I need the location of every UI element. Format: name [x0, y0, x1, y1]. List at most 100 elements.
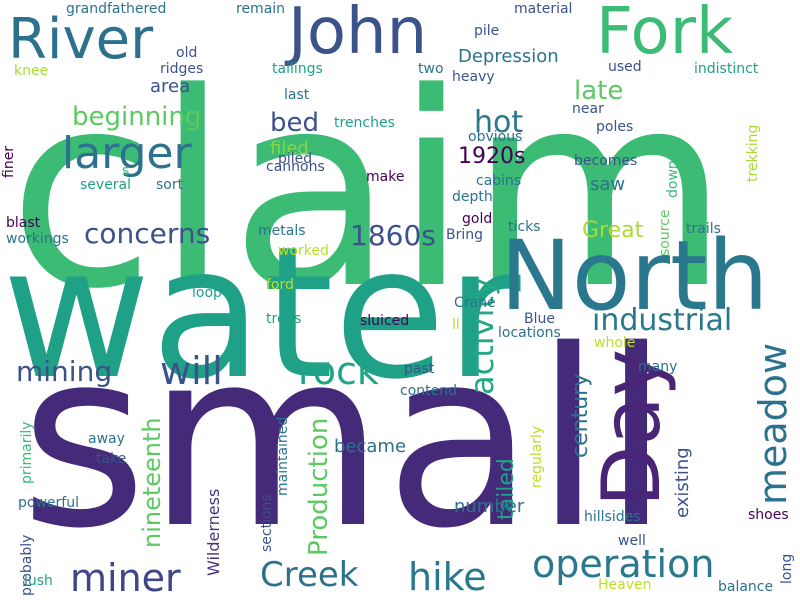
cloud-word: worked: [278, 243, 329, 259]
cloud-word: contend: [400, 383, 457, 399]
cloud-word: indistinct: [694, 61, 759, 77]
cloud-word: pile: [474, 23, 500, 39]
cloud-word: miner: [70, 556, 181, 600]
cloud-word: claim: [8, 36, 730, 348]
cloud-word: cabins: [476, 173, 522, 189]
cloud-word: trails: [686, 221, 721, 237]
cloud-word: piled: [278, 151, 313, 167]
cloud-word: rock: [298, 349, 379, 393]
cloud-word: North: [500, 220, 769, 332]
cloud-word: ll: [452, 317, 460, 333]
cloud-word: source: [657, 209, 673, 257]
cloud-word: concerns: [84, 217, 211, 250]
cloud-word: 1920s: [458, 144, 526, 169]
cloud-word: remain: [236, 1, 286, 17]
cloud-word: 1860s: [350, 219, 436, 252]
cloud-word: locations: [498, 325, 561, 341]
cloud-word: Production: [304, 417, 334, 556]
cloud-word: many: [638, 359, 678, 375]
cloud-word: maintained: [275, 416, 291, 496]
cloud-word: Crane: [454, 295, 496, 311]
cloud-word: became: [334, 436, 407, 457]
cloud-word: hot: [474, 105, 524, 140]
cloud-word: shoes: [748, 507, 789, 523]
cloud-word: becomes: [574, 153, 638, 169]
cloud-word: whole: [594, 335, 636, 351]
cloud-word: Fork: [596, 0, 734, 69]
cloud-word: Great: [582, 218, 644, 243]
cloud-word: existing: [672, 447, 693, 518]
cloud-word: gold: [462, 211, 493, 227]
cloud-word: last: [284, 87, 310, 103]
cloud-word: beginning: [72, 102, 202, 132]
cloud-word: old: [176, 45, 198, 61]
cloud-word: century: [568, 373, 593, 458]
cloud-word: ford: [266, 277, 294, 293]
cloud-word: small: [20, 298, 670, 582]
cloud-word: larger: [62, 128, 192, 179]
cloud-word: depth: [452, 189, 493, 205]
cloud-word: Creek: [260, 555, 359, 595]
cloud-word: powerful: [18, 495, 79, 511]
cloud-word: cannons: [266, 159, 325, 175]
cloud-word: long: [779, 553, 795, 584]
cloud-word: workings: [6, 231, 69, 247]
cloud-word: Heaven: [598, 577, 652, 593]
cloud-word: trees: [266, 311, 302, 327]
cloud-word: water: [2, 207, 521, 419]
cloud-word: two: [418, 61, 444, 77]
cloud-word: mining: [16, 355, 113, 388]
cloud-word: nineteenth: [138, 417, 166, 548]
cloud-word: Blue: [524, 311, 555, 327]
cloud-word: will: [160, 349, 223, 393]
cloud-word: saw: [590, 174, 626, 195]
cloud-word: balance: [718, 579, 774, 595]
cloud-word: metals: [258, 223, 306, 239]
cloud-word: past: [404, 361, 435, 377]
cloud-word: trenches: [334, 115, 395, 131]
cloud-word: sort: [156, 177, 184, 193]
cloud-word: finer: [1, 145, 17, 178]
cloud-word: Depression: [458, 46, 559, 67]
cloud-word: downed: [665, 142, 681, 198]
cloud-word: tailings: [272, 61, 323, 77]
cloud-word: primarily: [19, 421, 35, 484]
cloud-word: hike: [408, 555, 487, 599]
cloud-word: Wilderness: [204, 488, 223, 576]
cloud-word: poles: [596, 119, 634, 135]
cloud-word: knee: [14, 63, 49, 79]
cloud-word: obvious: [468, 129, 523, 145]
cloud-word: loop: [192, 285, 222, 301]
cloud-word: area: [150, 76, 191, 97]
cloud-word: take: [96, 451, 127, 467]
cloud-word: grandfathered: [66, 1, 167, 17]
cloud-word: regularly: [529, 425, 545, 488]
cloud-word: operation: [532, 542, 715, 586]
cloud-word: make: [366, 169, 405, 185]
cloud-word: Bring: [446, 227, 484, 243]
cloud-word: industrial: [592, 303, 733, 338]
cloud-word: away: [88, 431, 125, 447]
cloud-word: several: [80, 177, 132, 193]
cloud-word: filed: [270, 138, 309, 159]
cloud-word: near: [572, 101, 604, 117]
cloud-word: meadow: [751, 342, 795, 505]
cloud-word: ticks: [508, 219, 541, 235]
cloud-word: ridges: [160, 61, 204, 77]
cloud-word: used: [608, 59, 642, 75]
cloud-word: John: [288, 0, 428, 69]
cloud-word: heavy: [452, 69, 495, 85]
cloud-word: bed: [270, 108, 320, 138]
cloud-word: sluiced: [360, 313, 410, 329]
cloud-word: sections: [259, 494, 275, 552]
cloud-word: s: [122, 163, 130, 179]
cloud-word: well: [618, 533, 646, 549]
cloud-word: trekking: [745, 124, 761, 182]
cloud-word: blast: [6, 215, 41, 231]
cloud-word: hillsides: [584, 509, 641, 525]
cloud-word: number: [454, 496, 525, 517]
cloud-word: material: [514, 1, 573, 17]
cloud-word: late: [574, 76, 624, 106]
cloud-word: lush: [24, 573, 53, 589]
